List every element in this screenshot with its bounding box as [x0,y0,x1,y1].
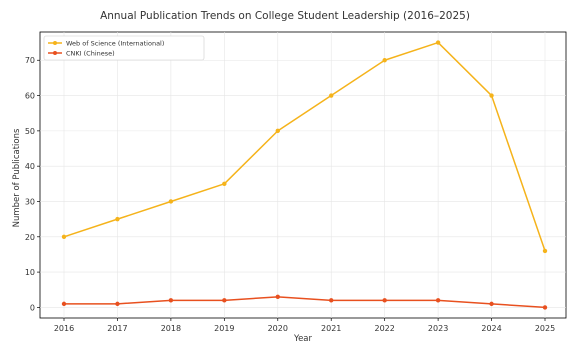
y-tick-label: 10 [25,268,35,277]
data-point [435,298,441,303]
x-tick-label: 2022 [374,324,394,333]
data-point [542,248,548,254]
legend-label: CNKI (Chinese) [66,50,115,58]
data-point [275,294,280,300]
y-tick-label: 70 [25,56,35,65]
plot-area [39,31,567,319]
legend: Web of Science (International) CNKI (Chin… [43,35,205,61]
series-lines [61,40,548,310]
legend-label: Web of Science (International) [66,40,164,48]
y-ticks: 0 10 20 30 40 50 60 70 [25,56,40,312]
data-point [61,234,67,239]
y-tick-label: 40 [25,162,35,171]
x-axis-label: Year [293,334,313,343]
legend-marker [53,41,57,45]
data-point [222,298,227,303]
y-tick-label: 20 [25,233,35,242]
data-point [542,305,548,310]
data-point [329,298,334,303]
series-line-1 [64,296,546,309]
x-tick-label: 2024 [481,324,501,333]
data-point [168,199,174,204]
x-tick-label: 2016 [54,324,74,333]
x-tick-label: 2025 [535,324,555,333]
chart-title: Annual Publication Trends on College Stu… [100,10,470,22]
data-point [61,301,67,307]
y-tick-label: 50 [25,127,35,136]
x-tick-label: 2019 [214,324,234,333]
x-tick-label: 2023 [428,324,448,333]
data-point [489,301,494,307]
data-point [168,298,174,303]
data-point [489,93,494,98]
grid-lines [40,32,566,318]
x-tick-label: 2018 [161,324,181,333]
data-point [329,93,334,98]
data-point [115,301,120,307]
legend-box [43,35,205,61]
x-ticks: 2016 2017 2018 2019 2020 2021 2022 2023 2024 2025 [54,318,555,333]
y-tick-label: 30 [25,197,35,206]
y-tick-label: 0 [30,303,35,312]
legend-marker [53,51,57,55]
data-point [382,58,387,63]
x-tick-label: 2020 [268,324,288,333]
data-point [115,216,120,222]
y-axis-label: Number of Publications [12,128,22,227]
series-line-0 [63,41,546,252]
y-tick-label: 60 [25,92,35,101]
data-point [435,40,441,45]
data-point [382,298,387,303]
data-point [222,181,227,187]
x-tick-label: 2017 [107,324,127,333]
x-tick-label: 2021 [321,324,341,333]
data-point [275,128,280,134]
